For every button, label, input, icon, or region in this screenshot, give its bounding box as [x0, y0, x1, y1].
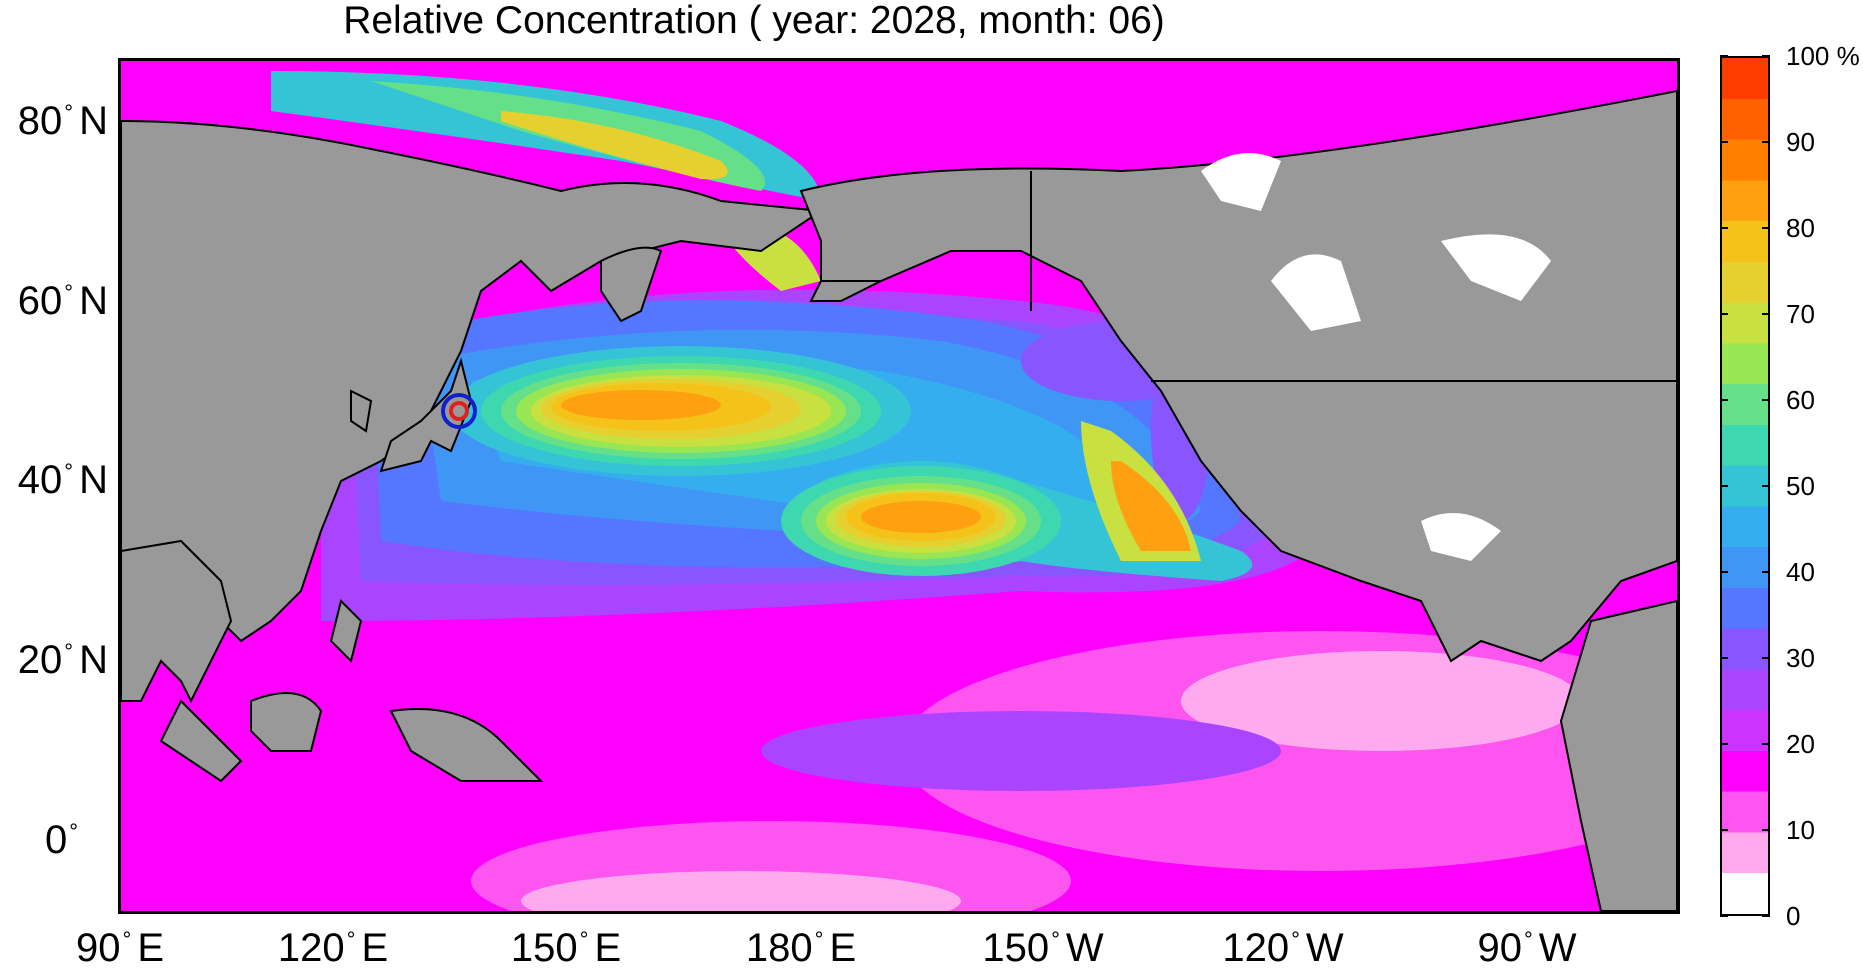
lat-label-40n: 40° N: [17, 458, 108, 502]
colorbar-label: 80: [1786, 213, 1815, 243]
lat-label-0: 0°: [44, 818, 78, 862]
concentration-map: [121, 61, 1677, 911]
lat-label-20n: 20° N: [17, 638, 108, 682]
colorbar-tick: [1720, 743, 1728, 745]
colorbar-tick: [1762, 141, 1770, 143]
colorbar-tick: [1720, 399, 1728, 401]
colorbar-tick: [1720, 485, 1728, 487]
colorbar-tick: [1762, 743, 1770, 745]
colorbar-tick: [1762, 313, 1770, 315]
colorbar-tick: [1762, 227, 1770, 229]
colorbar-tick: [1720, 141, 1728, 143]
colorbar-tick: [1762, 55, 1770, 57]
contour-band: [1111, 461, 1191, 551]
contour-band: [861, 501, 981, 533]
lon-label-150e: 150° E: [510, 926, 622, 970]
colorbar-tick: [1720, 313, 1728, 315]
map-panel: [118, 58, 1680, 914]
colorbar-label: 100 %: [1786, 41, 1860, 71]
colorbar-tick: [1720, 571, 1728, 573]
colorbar-label: 30: [1786, 643, 1815, 673]
colorbar-label: 20: [1786, 729, 1815, 759]
colorbar-tick: [1762, 915, 1770, 917]
colorbar-tick: [1762, 399, 1770, 401]
colorbar-tick: [1762, 485, 1770, 487]
contour-band: [1181, 651, 1581, 751]
colorbar-label: 10: [1786, 815, 1815, 845]
lon-label-150w: 150° W: [982, 926, 1104, 970]
colorbar-tick: [1762, 829, 1770, 831]
marker-outer-ring: [441, 393, 477, 429]
contour-band: [521, 871, 961, 911]
contour-band: [501, 111, 728, 180]
lakes: [1201, 153, 1551, 561]
colorbar-tick: [1720, 55, 1728, 57]
colorbar-tick: [1720, 227, 1728, 229]
colorbar-tick: [1762, 657, 1770, 659]
lon-label-120w: 120° W: [1222, 926, 1344, 970]
colorbar-tick: [1720, 657, 1728, 659]
marker-inner-ring: [449, 401, 469, 421]
colorbar-tick: [1720, 829, 1728, 831]
colorbar-label: 40: [1786, 557, 1815, 587]
lat-label-80n: 80° N: [17, 99, 108, 143]
colorbar-label: 90: [1786, 127, 1815, 157]
lon-label-180e: 180° E: [745, 926, 857, 970]
colorbar-label: 60: [1786, 385, 1815, 415]
colorbar-tick: [1720, 915, 1728, 917]
lat-label-60n: 60° N: [17, 279, 108, 323]
lon-label-90w: 90° W: [1477, 926, 1577, 970]
colorbar-label: 50: [1786, 471, 1815, 501]
map-title: Relative Concentration ( year: 2028, mon…: [343, 0, 1165, 42]
colorbar-tick: [1762, 571, 1770, 573]
contour-band: [761, 711, 1281, 791]
lon-label-90e: 90° E: [76, 926, 164, 970]
lon-label-120e: 120° E: [277, 926, 389, 970]
colorbar-label: 70: [1786, 299, 1815, 329]
colorbar-label: 0: [1786, 901, 1801, 931]
contour-band: [561, 390, 721, 420]
